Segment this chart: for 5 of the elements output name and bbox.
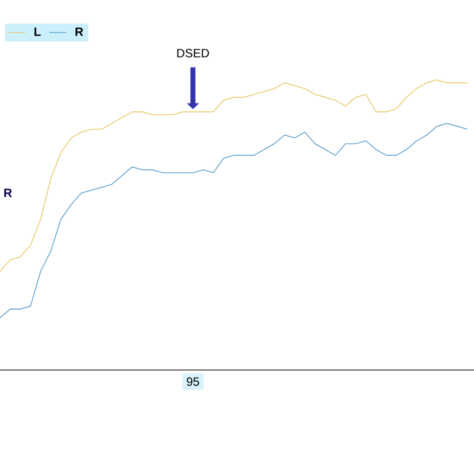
legend-label: R bbox=[76, 28, 84, 36]
text: 95 bbox=[186, 377, 200, 386]
legend-label: L bbox=[34, 28, 41, 36]
annotation: R bbox=[4, 188, 12, 198]
text: DSED bbox=[177, 48, 209, 58]
